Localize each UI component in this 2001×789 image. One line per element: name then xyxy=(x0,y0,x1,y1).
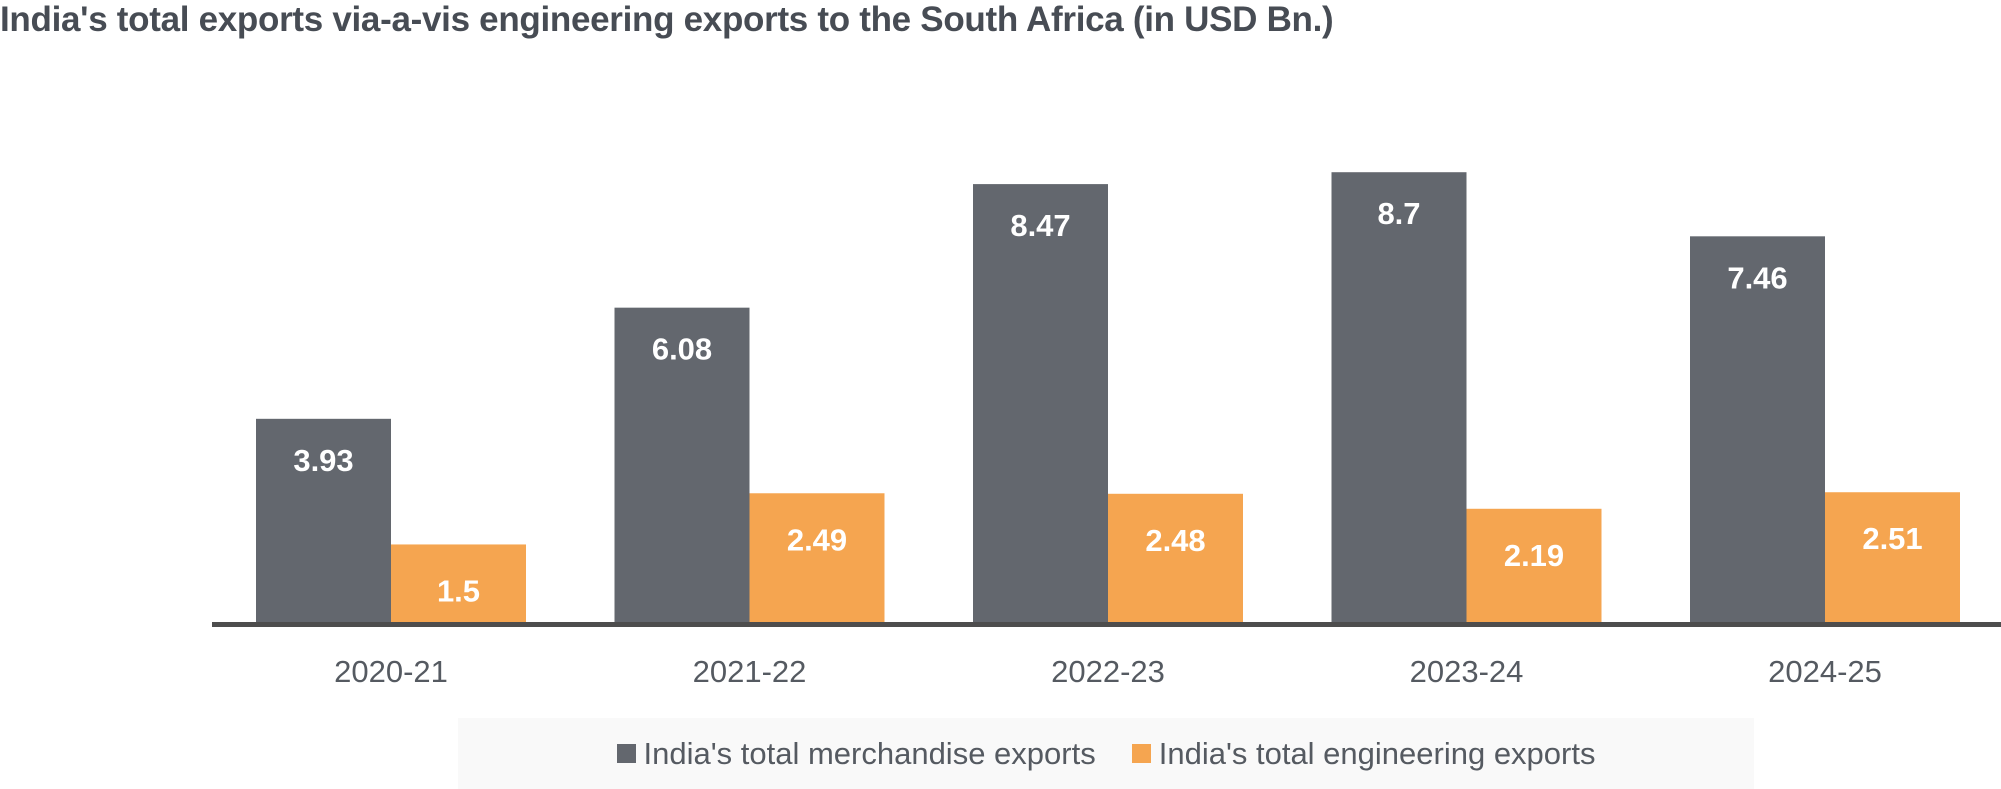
legend-swatch-merchandise xyxy=(616,744,636,763)
data-label: 1.5 xyxy=(437,573,480,608)
bar-engineering xyxy=(391,544,526,622)
data-label: 7.46 xyxy=(1727,260,1787,295)
data-label: 2.51 xyxy=(1862,521,1922,556)
legend: India's total merchandise exports India'… xyxy=(458,718,1754,789)
legend-item-merchandise: India's total merchandise exports xyxy=(616,735,1096,772)
bar-engineering xyxy=(749,493,885,622)
legend-swatch-engineering xyxy=(1131,744,1151,763)
x-tick-label: 2020-21 xyxy=(334,654,448,689)
bar-merchandise xyxy=(256,418,391,622)
data-label: 2.48 xyxy=(1145,523,1205,558)
bar-merchandise xyxy=(614,307,750,622)
x-tick-label: 2022-23 xyxy=(1051,654,1165,689)
bar-merchandise xyxy=(973,184,1108,622)
x-tick-label: 2021-22 xyxy=(693,654,807,689)
data-label: 8.47 xyxy=(1010,208,1070,243)
bar-engineering xyxy=(1825,492,1960,622)
x-tick-label: 2023-24 xyxy=(1410,654,1524,689)
x-axis-line xyxy=(212,622,2001,627)
x-tick-label: 2024-25 xyxy=(1768,654,1882,689)
bar-engineering xyxy=(1466,508,1602,622)
data-label: 2.49 xyxy=(787,522,847,557)
bar-merchandise xyxy=(1331,172,1467,622)
bar-engineering xyxy=(1108,493,1243,622)
data-label: 8.7 xyxy=(1377,196,1420,231)
legend-item-engineering: India's total engineering exports xyxy=(1131,735,1596,772)
data-label: 6.08 xyxy=(652,332,712,367)
data-label: 3.93 xyxy=(293,443,353,478)
legend-label-engineering: India's total engineering exports xyxy=(1158,735,1596,771)
bar-merchandise xyxy=(1690,236,1825,622)
data-label: 2.19 xyxy=(1504,538,1564,573)
legend-label-merchandise: India's total merchandise exports xyxy=(643,735,1096,771)
chart-title: India's total exports via-a-vis engineer… xyxy=(0,0,1334,39)
